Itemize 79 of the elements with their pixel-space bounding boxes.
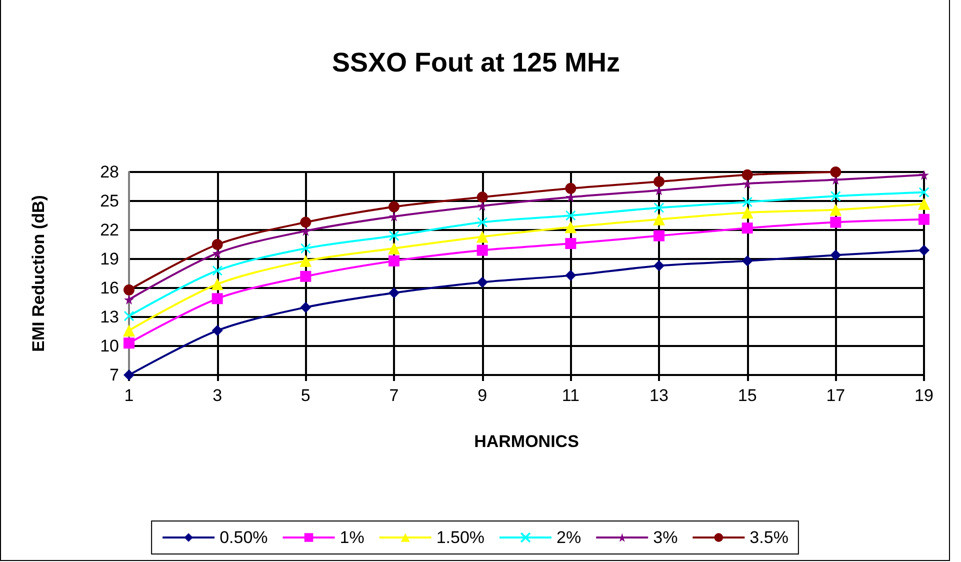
y-tick-label: 7	[110, 366, 119, 384]
x-tick-label: 5	[300, 386, 310, 405]
point	[300, 254, 312, 267]
point	[565, 182, 576, 194]
legend-label: 1%	[340, 528, 364, 547]
point	[388, 230, 400, 242]
point	[741, 206, 754, 219]
point	[212, 293, 223, 304]
point	[476, 192, 488, 203]
point	[918, 198, 930, 210]
point	[830, 250, 842, 261]
point	[388, 201, 400, 212]
x-tick-label: 13	[650, 386, 668, 405]
point	[388, 255, 400, 266]
y-tick-label: 19	[100, 250, 119, 268]
x-tick-label: 9	[478, 386, 488, 405]
point	[476, 230, 488, 243]
point	[830, 190, 841, 202]
point	[212, 248, 222, 258]
point	[388, 287, 400, 298]
legend-label: 2%	[556, 528, 582, 547]
point	[654, 260, 664, 272]
point	[918, 214, 930, 225]
point	[123, 324, 135, 337]
y-tick-label: 10	[100, 336, 119, 356]
point	[830, 204, 842, 216]
point	[477, 217, 488, 228]
point	[742, 196, 753, 208]
x-tick-label: 7	[389, 386, 399, 405]
point	[388, 242, 400, 254]
y-tick-label: 25	[100, 192, 119, 210]
point	[124, 338, 134, 349]
point	[300, 270, 312, 282]
y-tick-label: 13	[100, 308, 119, 326]
point	[565, 270, 576, 281]
y-tick-label: 28	[100, 162, 119, 182]
y-axis-title: EMI Reduction (dB)	[29, 195, 48, 352]
y-tick-label: 16	[100, 278, 119, 298]
point	[742, 169, 753, 180]
chart-title: SSXO Fout at 125 MHz	[332, 48, 620, 78]
point	[124, 370, 134, 380]
x-tick-label: 15	[738, 386, 757, 405]
legend-label: 0.50%	[220, 528, 268, 547]
x-tick-label: 19	[914, 386, 934, 405]
point	[654, 176, 664, 188]
point	[565, 210, 576, 221]
x-tick-label: 1	[124, 386, 134, 405]
x-tick-label: 11	[562, 386, 580, 405]
point	[919, 170, 929, 180]
point	[564, 221, 577, 234]
point	[124, 294, 134, 305]
x-axis-title: HARMONICS	[474, 432, 579, 451]
point	[476, 244, 488, 256]
point	[212, 325, 223, 336]
legend-label: 1.50%	[436, 528, 485, 547]
point	[300, 243, 311, 254]
x-tick-label: 3	[212, 386, 222, 405]
point	[565, 238, 576, 250]
legend-label: 3%	[653, 528, 678, 547]
point	[830, 216, 842, 228]
point	[830, 166, 842, 178]
x-tick-label: 17	[826, 386, 846, 405]
point	[742, 222, 753, 234]
y-tick-label: 22	[100, 220, 119, 240]
point	[124, 310, 134, 322]
point	[654, 230, 664, 242]
point	[918, 244, 930, 256]
legend-label: 3.5%	[750, 528, 788, 547]
point	[211, 278, 224, 290]
point	[653, 213, 665, 226]
point	[918, 187, 930, 198]
point	[124, 284, 134, 296]
point	[212, 239, 223, 250]
point	[742, 255, 753, 266]
point	[300, 216, 312, 228]
point	[654, 202, 664, 214]
point	[212, 265, 223, 276]
point	[476, 276, 488, 288]
point	[300, 302, 312, 313]
